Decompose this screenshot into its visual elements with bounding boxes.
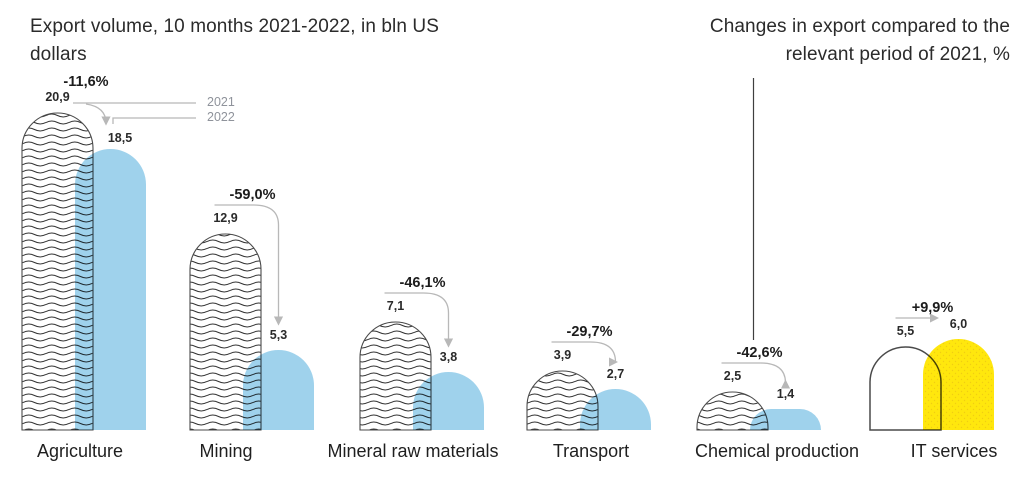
bar-2021-outline-mining [189, 233, 262, 431]
change-arrow-transport [551, 341, 621, 365]
bar-2022-it-services [923, 339, 994, 430]
change-arrow-chemical-production [721, 362, 791, 389]
bar-2021-pattern-mineral-raw-materials [360, 322, 431, 430]
bar-2022-transport [580, 389, 651, 430]
chart-title-left: Export volume, 10 months 2021-2022, in b… [30, 16, 440, 65]
bar-2021-outline-agriculture [21, 112, 94, 431]
change-arrow-mineral-raw-materials [384, 292, 454, 348]
bar-2022-mining [243, 350, 314, 430]
bar-2021-outline-mineral-raw-materials [359, 321, 432, 431]
bar-2021-pattern-chemical-production [697, 392, 768, 430]
bar-2022-chemical-production [750, 409, 821, 430]
bar-2022-agriculture [75, 149, 146, 430]
bar-2021-pattern-mining [190, 234, 261, 430]
bar-2021-pattern-transport [527, 371, 598, 430]
change-arrow-mining [214, 204, 284, 326]
bar-2022-mineral-raw-materials [413, 372, 484, 430]
legend-line-2022 [112, 117, 196, 124]
change-arrow-agriculture [85, 103, 111, 126]
chart-title-right: Changes in export compared to the releva… [709, 16, 1010, 65]
